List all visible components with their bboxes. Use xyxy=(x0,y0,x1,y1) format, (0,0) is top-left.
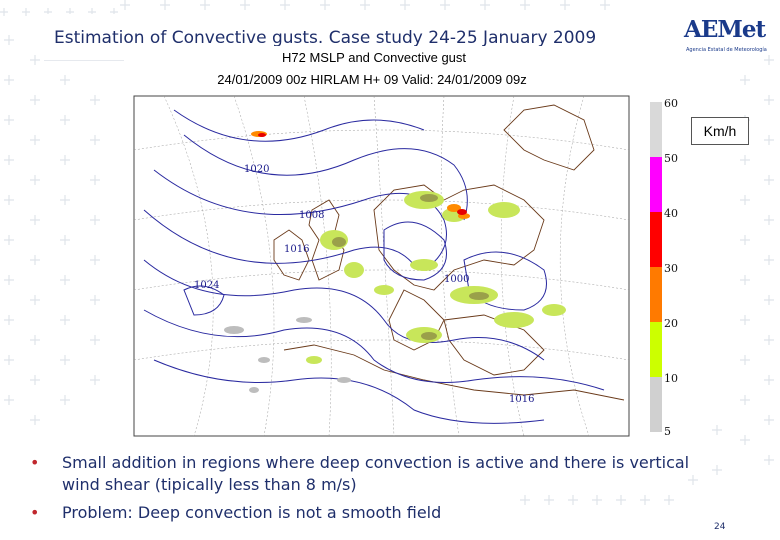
colorbar-label: 10 xyxy=(664,372,678,385)
isobar-label: 1008 xyxy=(299,210,324,221)
bullet-item: • Problem: Deep convection is not a smoo… xyxy=(30,502,720,524)
colorbar-segment xyxy=(650,322,662,377)
colorbar-label: 60 xyxy=(664,97,678,110)
bullet-list: • Small addition in regions where deep c… xyxy=(30,452,720,524)
bullet-icon: • xyxy=(30,503,40,522)
colorbar-segment xyxy=(650,212,662,267)
bullet-item: • Small addition in regions where deep c… xyxy=(30,452,720,496)
colorbar-label: 40 xyxy=(664,207,678,220)
mslp-gust-map: 1020 1008 1016 1024 1000 1016 xyxy=(133,95,630,437)
logo-text: AEMet xyxy=(684,16,766,43)
colorbar-segment xyxy=(650,377,662,432)
slide-title: Estimation of Convective gusts. Case stu… xyxy=(54,28,597,48)
colorbar-segment xyxy=(650,157,662,212)
bullet-text: Problem: Deep convection is not a smooth… xyxy=(62,503,442,522)
logo-subtext: Agencia Estatal de Meteorología xyxy=(686,47,767,53)
colorbar-label: 20 xyxy=(664,317,678,330)
page-number: 24 xyxy=(714,522,726,532)
gust-colorbar xyxy=(650,102,662,432)
map-title-line1: H72 MSLP and Convective gust xyxy=(281,50,467,65)
isobar-label: 1024 xyxy=(194,280,219,291)
colorbar-label: 30 xyxy=(664,262,678,275)
bullet-icon: • xyxy=(30,453,40,472)
colorbar-segment xyxy=(650,267,662,322)
forecast-map-panel: H72 MSLP and Convective gust 24/01/2009 … xyxy=(124,46,676,442)
colorbar-segment xyxy=(650,102,662,157)
gust-patches xyxy=(224,131,566,393)
isobar-label: 1000 xyxy=(444,274,469,285)
bullet-text: Small addition in regions where deep con… xyxy=(62,453,690,494)
unit-label: Km/h xyxy=(691,117,749,145)
aemet-logo: AEMet Agencia Estatal de Meteorología xyxy=(684,16,768,62)
isobar-label: 1020 xyxy=(244,164,269,175)
isobar-label: 1016 xyxy=(509,394,534,405)
map-title-line2: 24/01/2009 00z HIRLAM H+ 09 Valid: 24/01… xyxy=(217,72,527,87)
isobar-label: 1016 xyxy=(284,244,309,255)
colorbar-label: 5 xyxy=(664,425,671,438)
colorbar-label: 50 xyxy=(664,152,678,165)
